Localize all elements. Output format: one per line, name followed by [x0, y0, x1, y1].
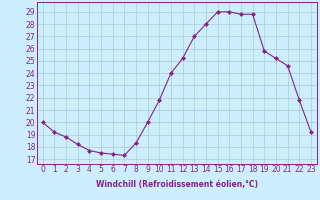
X-axis label: Windchill (Refroidissement éolien,°C): Windchill (Refroidissement éolien,°C) — [96, 180, 258, 189]
